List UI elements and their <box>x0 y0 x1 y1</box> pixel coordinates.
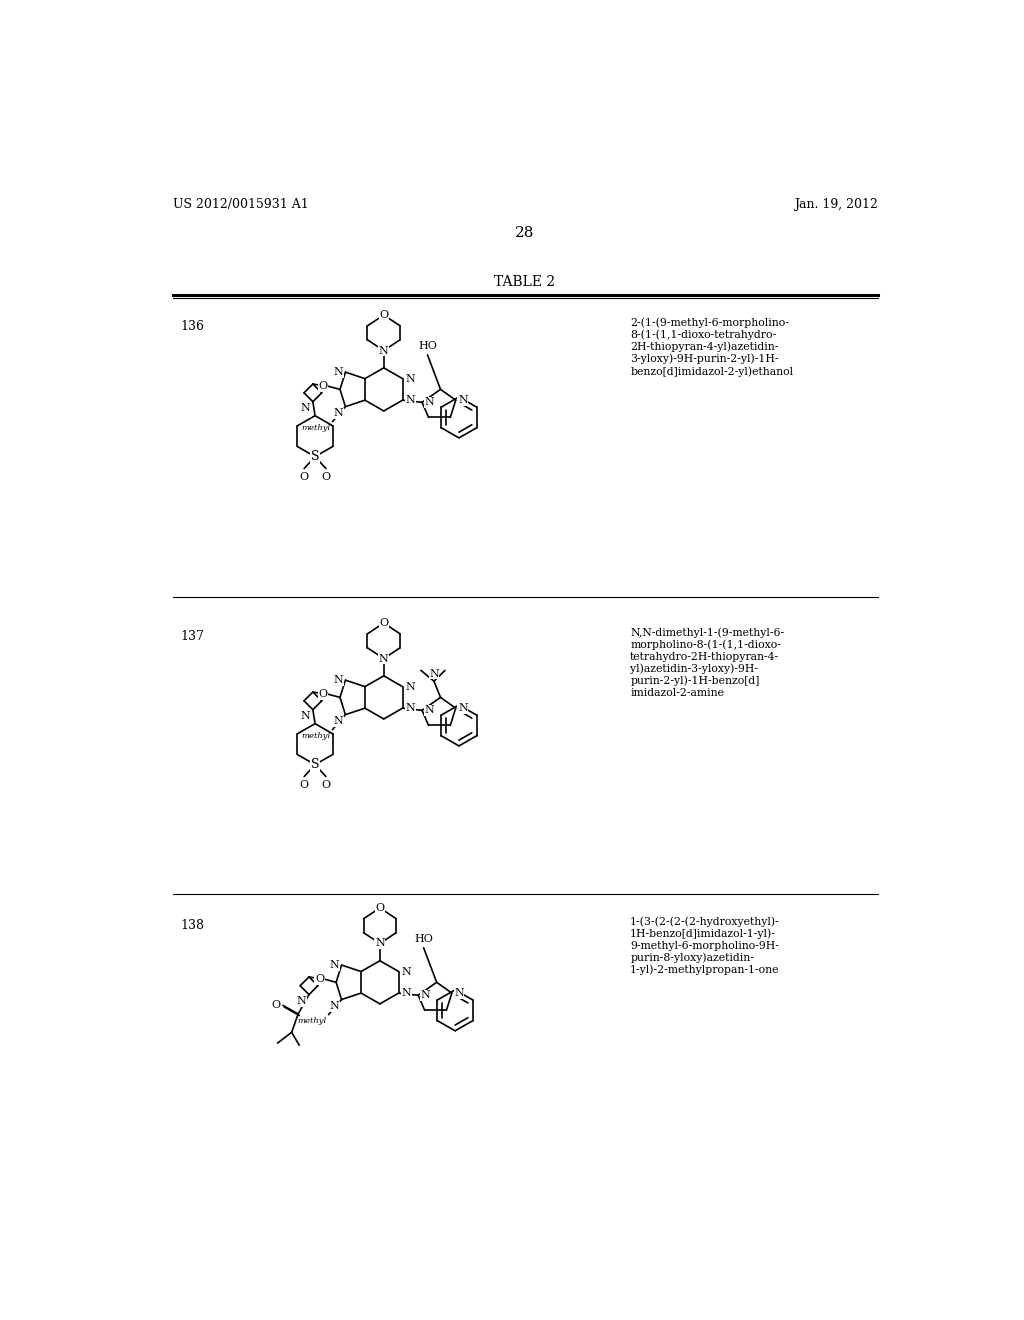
Text: O: O <box>322 471 331 482</box>
Text: methyl: methyl <box>302 424 331 432</box>
Text: O: O <box>300 471 309 482</box>
Text: N: N <box>401 966 412 977</box>
Text: 138: 138 <box>180 919 205 932</box>
Text: N: N <box>406 681 416 692</box>
Text: N: N <box>334 367 343 378</box>
Text: O: O <box>318 689 328 700</box>
Text: 2-(1-(9-methyl-6-morpholino-
8-(1-(1,1-dioxo-tetrahydro-
2H-thiopyran-4-yl)azeti: 2-(1-(9-methyl-6-morpholino- 8-(1-(1,1-d… <box>630 317 794 376</box>
Text: methyl: methyl <box>302 733 331 741</box>
Text: N: N <box>458 395 468 405</box>
Text: O: O <box>300 780 309 789</box>
Text: O: O <box>318 381 328 391</box>
Text: N: N <box>429 669 439 678</box>
Text: HO: HO <box>414 935 433 944</box>
Text: US 2012/0015931 A1: US 2012/0015931 A1 <box>173 198 308 211</box>
Text: N: N <box>406 704 416 713</box>
Text: N: N <box>406 374 416 384</box>
Text: TABLE 2: TABLE 2 <box>495 276 555 289</box>
Text: O: O <box>379 618 388 628</box>
Text: N: N <box>421 990 430 1001</box>
Text: 28: 28 <box>515 226 535 240</box>
Text: HO: HO <box>418 341 437 351</box>
Text: N: N <box>401 989 412 998</box>
Text: N: N <box>458 704 468 713</box>
Text: O: O <box>322 780 331 789</box>
Text: N: N <box>334 717 343 726</box>
Text: Jan. 19, 2012: Jan. 19, 2012 <box>795 198 879 211</box>
Text: N: N <box>455 989 464 998</box>
Text: N,N-dimethyl-1-(9-methyl-6-
morpholino-8-(1-(1,1-dioxo-
tetrahydro-2H-thiopyran-: N,N-dimethyl-1-(9-methyl-6- morpholino-8… <box>630 627 784 698</box>
Text: N: N <box>424 705 434 715</box>
Text: S: S <box>311 758 319 771</box>
Text: N: N <box>297 997 306 1006</box>
Text: O: O <box>379 310 388 319</box>
Text: 137: 137 <box>180 631 205 643</box>
Text: methyl: methyl <box>298 1016 327 1024</box>
Text: N: N <box>334 408 343 418</box>
Text: N: N <box>301 711 310 721</box>
Text: N: N <box>406 395 416 405</box>
Text: S: S <box>311 450 319 463</box>
Text: O: O <box>271 1001 281 1010</box>
Text: O: O <box>315 974 324 985</box>
Text: N: N <box>330 960 339 970</box>
Text: O: O <box>376 903 384 913</box>
Text: 1-(3-(2-(2-(2-hydroxyethyl)-
1H-benzo[d]imidazol-1-yl)-
9-methyl-6-morpholino-9H: 1-(3-(2-(2-(2-hydroxyethyl)- 1H-benzo[d]… <box>630 916 780 975</box>
Text: 136: 136 <box>180 321 205 333</box>
Text: N: N <box>424 397 434 408</box>
Text: N: N <box>379 653 389 664</box>
Text: N: N <box>334 675 343 685</box>
Text: N: N <box>379 346 389 355</box>
Text: N: N <box>375 939 385 949</box>
Text: N: N <box>330 1001 339 1011</box>
Text: N: N <box>301 403 310 413</box>
